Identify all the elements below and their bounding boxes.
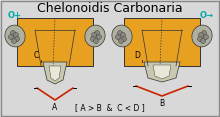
Circle shape — [198, 37, 202, 42]
Circle shape — [92, 33, 97, 38]
Circle shape — [121, 37, 126, 42]
Text: C: C — [34, 51, 39, 60]
Circle shape — [97, 35, 101, 40]
Polygon shape — [49, 66, 61, 81]
Circle shape — [90, 37, 95, 42]
Circle shape — [200, 38, 205, 44]
Circle shape — [204, 35, 209, 40]
FancyBboxPatch shape — [1, 1, 219, 116]
Circle shape — [15, 37, 20, 42]
Circle shape — [9, 35, 13, 40]
Polygon shape — [17, 18, 93, 66]
Polygon shape — [124, 18, 200, 66]
Circle shape — [95, 31, 99, 35]
Circle shape — [94, 38, 99, 44]
Circle shape — [11, 38, 16, 44]
Ellipse shape — [112, 25, 132, 47]
Text: O→: O→ — [200, 11, 214, 20]
Polygon shape — [153, 65, 171, 79]
Polygon shape — [43, 62, 67, 84]
Circle shape — [121, 33, 125, 38]
Text: O+: O+ — [8, 11, 22, 20]
Text: A: A — [52, 103, 58, 112]
Ellipse shape — [85, 25, 105, 47]
Ellipse shape — [192, 25, 212, 47]
Circle shape — [202, 31, 207, 35]
Polygon shape — [144, 62, 180, 82]
Text: B: B — [160, 99, 165, 108]
Circle shape — [116, 35, 121, 40]
Circle shape — [119, 38, 123, 44]
Circle shape — [11, 31, 15, 35]
Circle shape — [198, 33, 204, 38]
Text: D: D — [134, 51, 140, 60]
Circle shape — [117, 31, 123, 35]
Circle shape — [13, 33, 18, 38]
Text: Chelonoidis Carbonaria: Chelonoidis Carbonaria — [37, 2, 183, 15]
Text: [ A > B  &  C < D ]: [ A > B & C < D ] — [75, 104, 145, 113]
Ellipse shape — [5, 25, 25, 47]
